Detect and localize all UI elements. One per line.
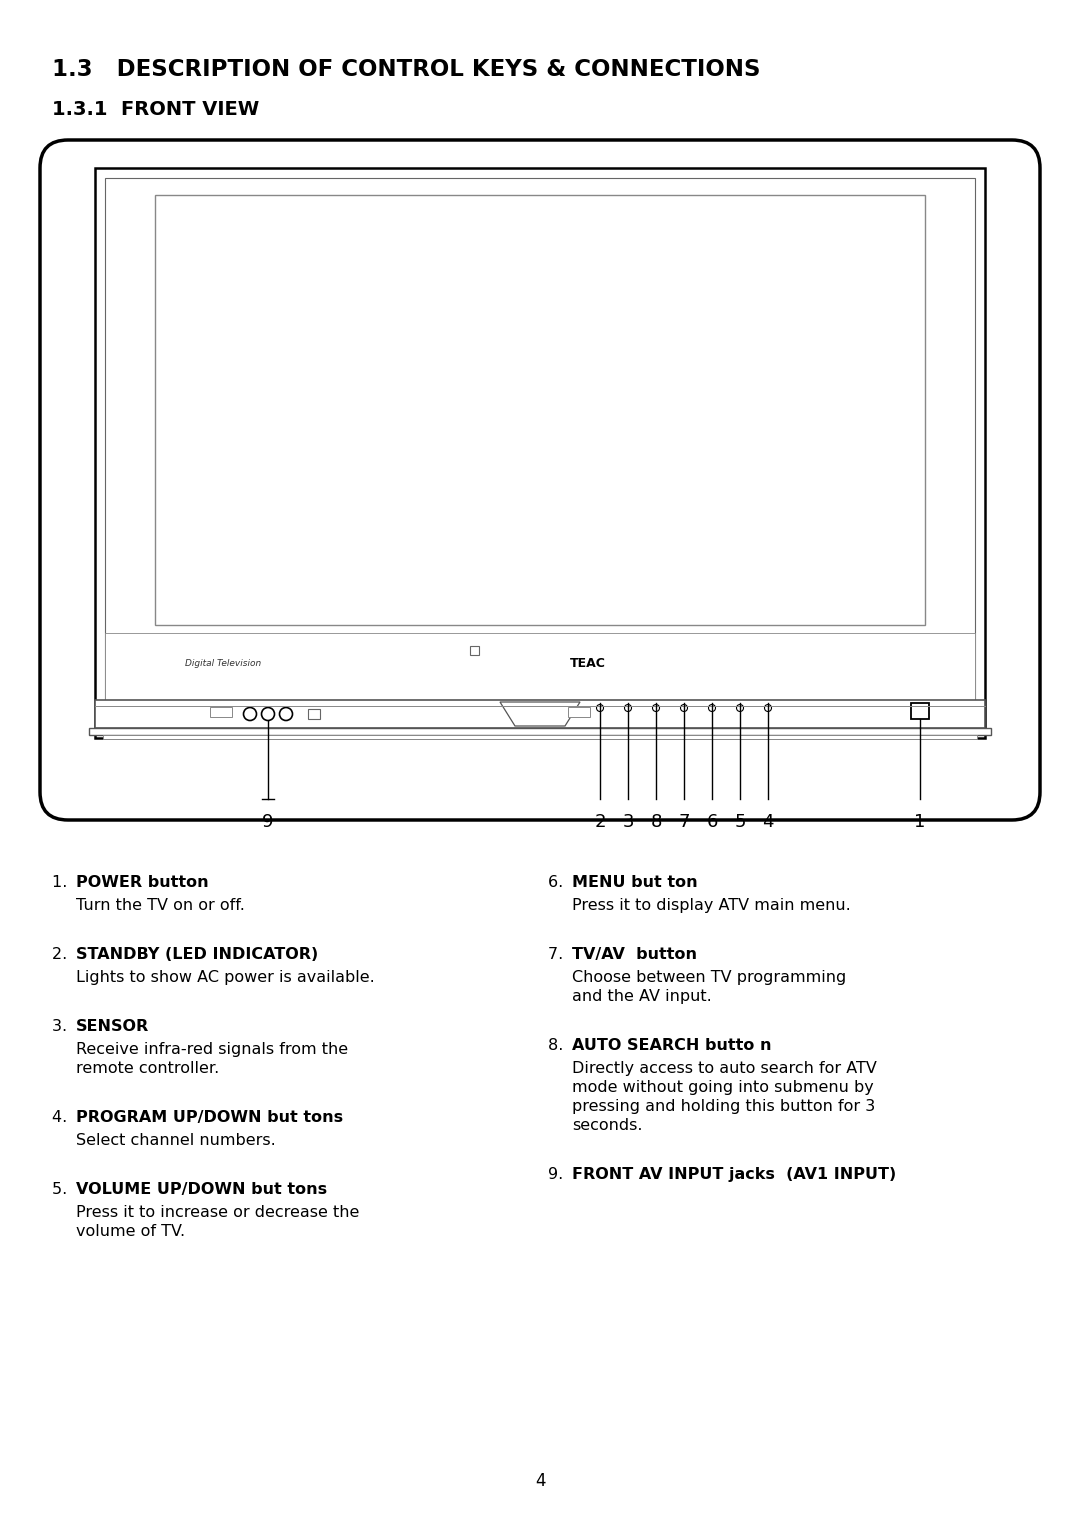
Text: STANDBY (LED INDICATOR): STANDBY (LED INDICATOR) xyxy=(76,946,319,962)
Text: remote controller.: remote controller. xyxy=(76,1061,219,1076)
Circle shape xyxy=(680,705,688,711)
Text: 9.: 9. xyxy=(548,1167,568,1182)
Text: 2.: 2. xyxy=(52,946,72,962)
Text: POWER button: POWER button xyxy=(76,875,208,890)
Text: and the AV input.: and the AV input. xyxy=(572,989,712,1005)
Bar xyxy=(103,735,977,739)
Text: 5.: 5. xyxy=(52,1182,72,1197)
Text: TV/AV  button: TV/AV button xyxy=(572,946,697,962)
Text: Digital Television: Digital Television xyxy=(185,659,261,668)
Bar xyxy=(912,703,929,719)
Text: 4: 4 xyxy=(762,813,773,830)
Text: Press it to display ATV main menu.: Press it to display ATV main menu. xyxy=(572,898,851,913)
Text: 1.3.1  FRONT VIEW: 1.3.1 FRONT VIEW xyxy=(52,99,259,119)
Bar xyxy=(568,706,590,717)
Bar xyxy=(210,706,232,717)
Text: VOLUME UP/DOWN but tons: VOLUME UP/DOWN but tons xyxy=(76,1182,327,1197)
Circle shape xyxy=(243,708,257,720)
Text: PROGRAM UP/DOWN but tons: PROGRAM UP/DOWN but tons xyxy=(76,1110,343,1125)
FancyBboxPatch shape xyxy=(40,141,1040,820)
Circle shape xyxy=(280,708,293,720)
Text: Directly access to auto search for ATV: Directly access to auto search for ATV xyxy=(572,1061,877,1076)
Circle shape xyxy=(596,705,604,711)
Text: Receive infra-red signals from the: Receive infra-red signals from the xyxy=(76,1041,348,1057)
Text: 3: 3 xyxy=(622,813,634,830)
Text: 7.: 7. xyxy=(548,946,568,962)
Text: MENU but ton: MENU but ton xyxy=(572,875,698,890)
Text: pressing and holding this button for 3: pressing and holding this button for 3 xyxy=(572,1099,875,1115)
Circle shape xyxy=(708,705,715,711)
Text: SENSOR: SENSOR xyxy=(76,1018,149,1034)
Text: Select channel numbers.: Select channel numbers. xyxy=(76,1133,275,1148)
Text: 1: 1 xyxy=(915,813,926,830)
Text: 5: 5 xyxy=(734,813,746,830)
Text: 1.: 1. xyxy=(52,875,72,890)
Text: 9: 9 xyxy=(262,813,273,830)
Text: TEAC: TEAC xyxy=(570,656,606,670)
Circle shape xyxy=(765,705,771,711)
Bar xyxy=(105,177,975,728)
Bar xyxy=(470,647,480,656)
Text: 8.: 8. xyxy=(548,1038,568,1053)
Text: Press it to increase or decrease the: Press it to increase or decrease the xyxy=(76,1205,360,1220)
Bar xyxy=(308,709,320,719)
Text: AUTO SEARCH butto n: AUTO SEARCH butto n xyxy=(572,1038,771,1053)
Polygon shape xyxy=(500,702,580,726)
Text: volume of TV.: volume of TV. xyxy=(76,1225,185,1238)
Text: Turn the TV on or off.: Turn the TV on or off. xyxy=(76,898,245,913)
Circle shape xyxy=(261,708,274,720)
Bar xyxy=(95,168,985,739)
Text: 8: 8 xyxy=(650,813,662,830)
Text: 4.: 4. xyxy=(52,1110,72,1125)
Circle shape xyxy=(737,705,743,711)
Text: 7: 7 xyxy=(678,813,690,830)
Circle shape xyxy=(652,705,660,711)
Text: 4: 4 xyxy=(535,1472,545,1489)
Text: Choose between TV programming: Choose between TV programming xyxy=(572,969,847,985)
Bar xyxy=(156,196,924,625)
Bar xyxy=(95,700,985,728)
Text: Lights to show AC power is available.: Lights to show AC power is available. xyxy=(76,969,375,985)
Text: 2: 2 xyxy=(594,813,606,830)
Bar xyxy=(89,728,991,735)
Text: mode without going into submenu by: mode without going into submenu by xyxy=(572,1079,874,1095)
Text: seconds.: seconds. xyxy=(572,1118,643,1133)
Text: FRONT AV INPUT jacks  (AV1 INPUT): FRONT AV INPUT jacks (AV1 INPUT) xyxy=(572,1167,896,1182)
Bar xyxy=(105,633,975,700)
Text: 6.: 6. xyxy=(548,875,568,890)
Text: 3.: 3. xyxy=(52,1018,72,1034)
Text: 1.3   DESCRIPTION OF CONTROL KEYS & CONNECTIONS: 1.3 DESCRIPTION OF CONTROL KEYS & CONNEC… xyxy=(52,58,760,81)
Circle shape xyxy=(624,705,632,711)
Text: 6: 6 xyxy=(706,813,718,830)
